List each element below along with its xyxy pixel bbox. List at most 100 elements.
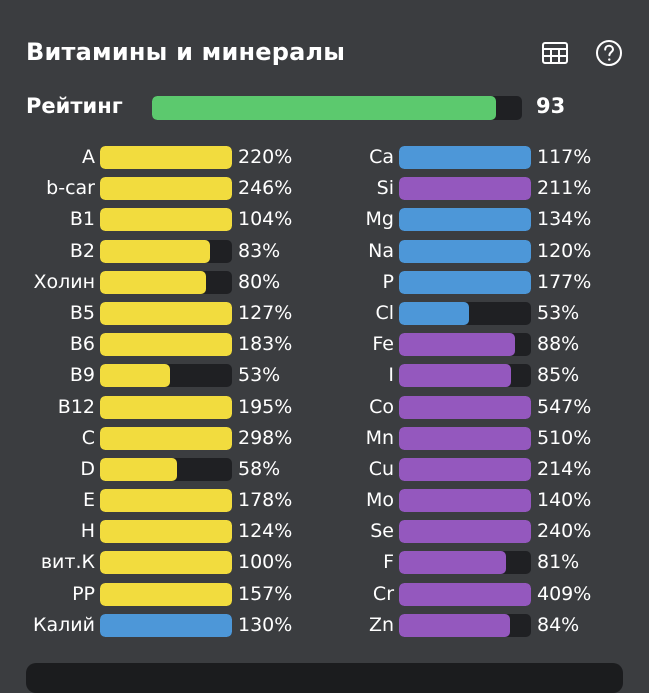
vitamin-row: D 58% bbox=[0, 455, 320, 486]
nutrient-label: H bbox=[80, 520, 95, 543]
nutrient-bar-fill bbox=[100, 208, 232, 232]
vitamin-row: Калий 130% bbox=[0, 611, 320, 642]
nutrient-label: B9 bbox=[69, 364, 95, 387]
nutrient-percent: 547% bbox=[537, 395, 592, 418]
vitamin-row: B9 53% bbox=[0, 361, 320, 392]
nutrient-bar bbox=[100, 426, 232, 450]
nutrient-percent: 510% bbox=[537, 426, 592, 449]
nutrient-label: E bbox=[82, 489, 95, 512]
nutrient-label: Mo bbox=[365, 489, 394, 512]
nutrient-label: Co bbox=[369, 395, 394, 418]
nutrient-label: P bbox=[382, 270, 394, 293]
nutrient-percent: 246% bbox=[238, 177, 293, 200]
nutrient-bar bbox=[100, 239, 232, 263]
nutrient-bar-fill bbox=[399, 364, 512, 388]
nutrient-bar bbox=[100, 457, 232, 481]
nutrient-bar bbox=[399, 177, 531, 201]
nutrient-percent: 409% bbox=[537, 582, 592, 605]
nutrient-bar bbox=[100, 582, 232, 606]
nutrient-bar bbox=[399, 364, 531, 388]
nutrient-label: I bbox=[388, 364, 394, 387]
nutrient-bar bbox=[399, 457, 531, 481]
nutrient-bar-fill bbox=[399, 489, 531, 513]
nutrient-percent: 104% bbox=[238, 208, 293, 231]
nutrient-percent: 100% bbox=[238, 551, 293, 574]
nutrient-bar-fill bbox=[399, 613, 510, 637]
vitamin-row: B5 127% bbox=[0, 299, 320, 330]
nutrient-bar-fill bbox=[100, 395, 232, 419]
nutrient-label: A bbox=[82, 146, 95, 168]
nutrient-bar-fill bbox=[100, 270, 206, 294]
nutrient-bar-fill bbox=[100, 551, 232, 575]
mineral-row: Cl 53% bbox=[320, 299, 649, 330]
nutrient-percent: 220% bbox=[238, 146, 293, 168]
help-icon[interactable] bbox=[594, 38, 624, 68]
nutrient-percent: 157% bbox=[238, 582, 293, 605]
nutrient-bar bbox=[100, 395, 232, 419]
nutrient-percent: 127% bbox=[238, 301, 293, 324]
nutrient-label: B2 bbox=[69, 239, 95, 262]
nutrient-bar bbox=[100, 613, 232, 637]
nutrient-bar-fill bbox=[399, 395, 531, 419]
nutrient-bar bbox=[399, 301, 531, 325]
nutrient-label: Zn bbox=[368, 613, 394, 636]
nutrient-bar-fill bbox=[100, 301, 232, 325]
nutrient-percent: 240% bbox=[537, 520, 592, 543]
nutrient-bar bbox=[399, 395, 531, 419]
page-title: Витамины и минералы bbox=[26, 38, 346, 66]
nutrient-percent: 81% bbox=[537, 551, 580, 574]
nutrient-label: D bbox=[80, 457, 95, 480]
nutrient-percent: 117% bbox=[537, 146, 592, 168]
nutrient-label: Na bbox=[368, 239, 394, 262]
nutrient-bar bbox=[399, 239, 531, 263]
vitamin-row: B1 104% bbox=[0, 205, 320, 236]
nutrient-bar-fill bbox=[100, 364, 170, 388]
nutrient-percent: 53% bbox=[537, 301, 580, 324]
nutrient-bar-fill bbox=[399, 177, 531, 201]
vitamin-row: вит.К 100% bbox=[0, 548, 320, 579]
nutrient-label: PP bbox=[72, 582, 95, 605]
nutrient-bar bbox=[399, 146, 531, 169]
nutrient-percent: 58% bbox=[238, 457, 281, 480]
mineral-row: Se 240% bbox=[320, 517, 649, 548]
nutrient-bar bbox=[100, 333, 232, 357]
nutrient-bar bbox=[100, 146, 232, 169]
mineral-row: F 81% bbox=[320, 548, 649, 579]
nutrient-bar bbox=[100, 270, 232, 294]
nutrient-label: Fe bbox=[372, 333, 394, 356]
nutrient-percent: 178% bbox=[238, 489, 293, 512]
nutrient-percent: 53% bbox=[238, 364, 281, 387]
vitamin-row: PP 157% bbox=[0, 580, 320, 611]
nutrient-bar bbox=[399, 489, 531, 513]
nutrient-percent: 84% bbox=[537, 613, 580, 636]
mineral-row: Si 211% bbox=[320, 174, 649, 205]
nutrient-percent: 177% bbox=[537, 270, 592, 293]
nutrient-percent: 214% bbox=[537, 457, 592, 480]
nutrient-label: Cl bbox=[375, 301, 394, 324]
nutrient-bar-fill bbox=[399, 457, 531, 481]
nutrient-bar-fill bbox=[100, 426, 232, 450]
nutrient-label: Ca bbox=[369, 146, 394, 168]
nutrient-bar bbox=[399, 551, 531, 575]
nutrient-percent: 88% bbox=[537, 333, 580, 356]
nutrient-percent: 80% bbox=[238, 270, 281, 293]
nutrient-label: B12 bbox=[57, 395, 95, 418]
mineral-row: Ca 117% bbox=[320, 143, 649, 174]
mineral-row: I 85% bbox=[320, 361, 649, 392]
nutrient-label: Mg bbox=[365, 208, 394, 231]
nutrient-bar-fill bbox=[100, 457, 177, 481]
nutrient-bar bbox=[100, 177, 232, 201]
nutrient-label: вит.К bbox=[40, 551, 95, 574]
nutrient-bar-fill bbox=[100, 489, 232, 513]
minerals-list: Ca 117% Si 211% Mg 134% Na 120% P 177% Cl 53% Fe 88% I… bbox=[320, 143, 649, 642]
nutrient-label: B1 bbox=[69, 208, 95, 231]
mineral-row: Co 547% bbox=[320, 393, 649, 424]
nutrient-bar-fill bbox=[100, 239, 210, 263]
nutrient-bar bbox=[399, 520, 531, 544]
nutrient-bar-fill bbox=[399, 208, 531, 232]
nutrient-percent: 130% bbox=[238, 613, 293, 636]
mineral-row: P 177% bbox=[320, 268, 649, 299]
nutrient-bar bbox=[399, 208, 531, 232]
table-icon[interactable] bbox=[540, 38, 570, 68]
nutrient-bar-fill bbox=[399, 333, 516, 357]
